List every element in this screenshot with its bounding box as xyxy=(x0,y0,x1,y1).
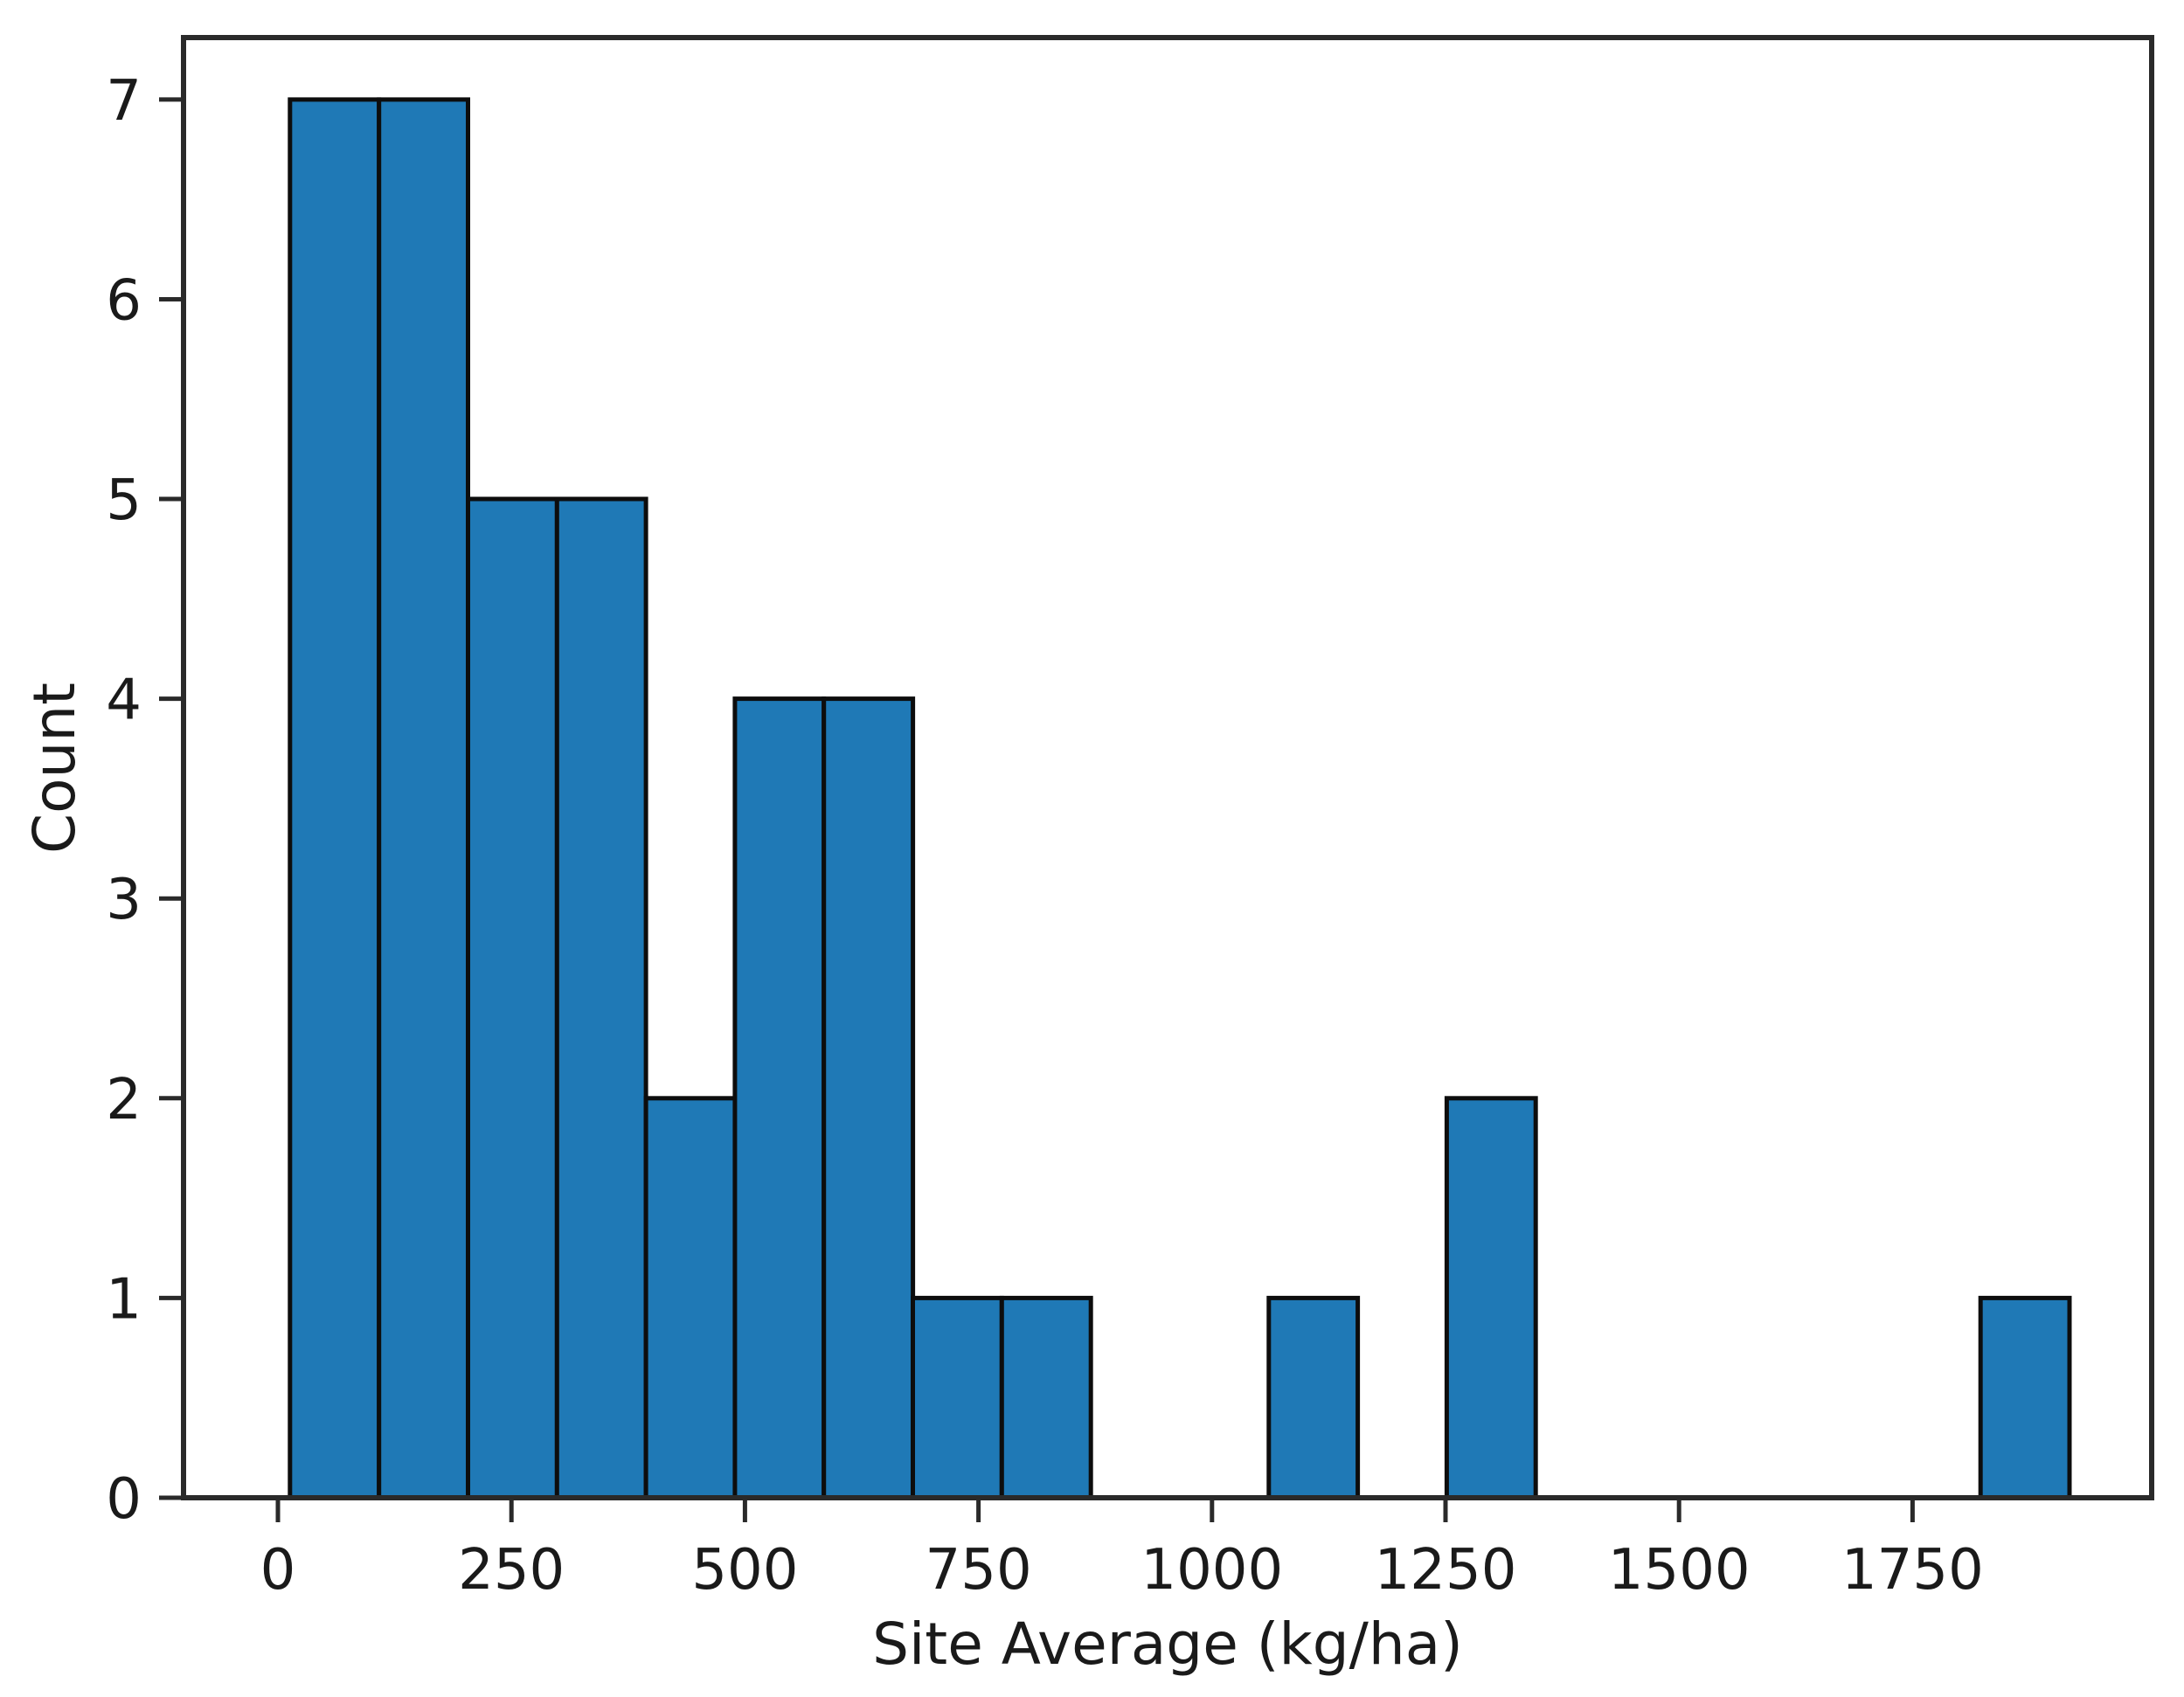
x-axis-label: Site Average (kg/ha) xyxy=(872,1610,1463,1678)
y-axis-label: Count xyxy=(21,682,88,855)
histogram-bar xyxy=(1978,1295,2072,1500)
histogram-bar xyxy=(999,1295,1093,1500)
histogram-bar xyxy=(1444,1096,1538,1500)
y-tick-label: 1 xyxy=(106,1267,142,1332)
histogram-bar xyxy=(732,696,827,1500)
x-tick-label: 1750 xyxy=(1841,1538,1984,1603)
x-tick-label: 1000 xyxy=(1141,1538,1283,1603)
y-tick-label: 0 xyxy=(106,1467,142,1532)
y-tick-label: 4 xyxy=(106,668,142,733)
histogram-bar xyxy=(822,696,916,1500)
x-tick-label: 0 xyxy=(260,1538,296,1603)
axes-frame xyxy=(181,35,2154,1500)
x-tick-label: 500 xyxy=(691,1538,798,1603)
x-tick-label: 1500 xyxy=(1608,1538,1751,1603)
histogram-bar xyxy=(466,496,559,1500)
histogram-bar xyxy=(554,496,648,1500)
y-tick-label: 3 xyxy=(106,868,142,932)
x-tick-label: 1250 xyxy=(1375,1538,1517,1603)
histogram-bar xyxy=(911,1295,1004,1500)
histogram-bar xyxy=(1266,1295,1361,1500)
y-tick-label: 2 xyxy=(106,1068,142,1132)
y-tick-label: 7 xyxy=(106,69,142,134)
y-tick-label: 5 xyxy=(106,468,142,533)
histogram-bar xyxy=(288,97,382,1500)
histogram-bar xyxy=(643,1096,738,1500)
x-tick-label: 750 xyxy=(926,1538,1032,1603)
y-tick-label: 6 xyxy=(106,269,142,334)
histogram-bar xyxy=(377,97,471,1500)
x-tick-label: 250 xyxy=(458,1538,565,1603)
